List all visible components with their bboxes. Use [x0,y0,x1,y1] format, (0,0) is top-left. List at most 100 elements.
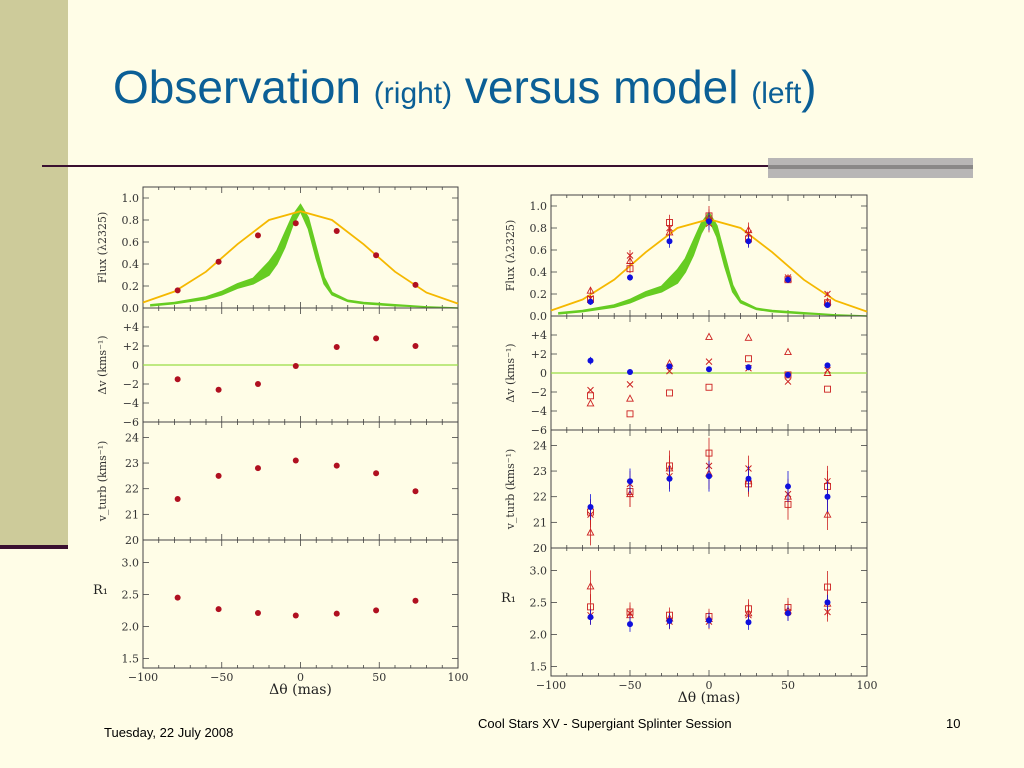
data-point-cross [824,290,831,298]
y-tick-label: 1.5 [122,652,140,665]
y-tick-label: 3.0 [530,564,548,577]
y-tick-label: 0.8 [530,222,548,235]
y-tick-label: −6 [123,416,139,429]
y-tick-label: 1.5 [530,660,548,673]
data-point-triangle [626,394,634,402]
y-tick-label: −2 [123,378,139,391]
data-point-triangle [823,368,832,376]
data-point-dot [627,621,633,628]
x-tick-label: −50 [210,671,233,684]
y-tick-label: 24 [125,431,139,444]
y-axis-label: v_turb (kms⁻¹) [504,449,517,531]
y-tick-label: 0.4 [122,258,140,271]
data-point [174,287,181,294]
data-point [333,610,340,617]
data-point [254,609,261,616]
divider-box-band [768,165,973,169]
y-axis-label: Δv (kms⁻¹) [504,343,517,402]
data-point [412,597,419,604]
footer-center: Cool Stars XV - Supergiant Splinter Sess… [478,716,732,731]
data-point-triangle [626,256,634,264]
y-tick-label: −6 [531,424,547,437]
data-point-dot [824,302,831,308]
model-green-band [558,211,868,317]
data-point [412,488,419,495]
data-point-triangle [586,398,595,407]
data-point-dot [706,366,712,373]
title-divider [42,165,972,167]
data-point-square [705,383,713,391]
data-point-cross [587,386,594,394]
data-point [215,606,222,613]
y-tick-label: 23 [125,457,139,470]
title-part-1: Observation [113,61,362,113]
data-point-dot [785,483,791,490]
y-tick-label: 0 [540,367,547,380]
y-tick-label: +2 [531,348,547,361]
data-point-dot [824,362,831,369]
y-tick-label: −4 [531,405,547,418]
y-tick-label: +4 [123,321,139,334]
y-tick-label: 0.6 [530,244,548,257]
data-point-triangle [705,332,713,340]
x-tick-label: 100 [857,679,878,692]
data-point [254,465,261,472]
y-tick-label: +4 [531,329,547,342]
model-orange-curve [142,210,459,305]
x-tick-label: 50 [781,679,795,692]
data-point-dot [666,617,673,624]
y-tick-label: 20 [533,542,547,555]
data-point [333,343,340,350]
data-point-cross [626,609,634,617]
y-tick-label: 3.0 [122,556,140,569]
y-tick-label: 0.4 [530,266,548,279]
data-point-square [626,265,634,273]
data-point-dot [706,473,712,480]
data-point-cross [666,367,673,375]
panel-frame [142,539,459,669]
y-tick-label: 2.0 [530,628,548,641]
data-point-dot [587,357,594,364]
data-point-triangle [586,528,595,536]
x-tick-label: 0 [706,679,713,692]
data-point [254,232,261,239]
panel-left-flux: 1.0 0.8 0.6 0.4 0.2 0.0 Flux (λ2325) [96,186,459,315]
data-point [174,594,181,601]
data-point-dot [785,276,791,283]
data-point [373,470,380,477]
data-point-cross [626,381,634,388]
data-point-square [626,410,634,418]
model-orange-curve [550,218,868,313]
y-tick-label: 0 [132,359,139,372]
data-point-cross [666,224,673,232]
data-point-dot [627,369,633,376]
data-point-cross [705,358,713,365]
data-point [292,612,299,619]
data-point-dot [666,363,673,370]
data-point [292,220,299,227]
data-point-dot [745,475,752,482]
data-point-dot [824,493,831,500]
side-stripe [0,0,68,545]
data-point-triangle [784,347,792,356]
data-point-dot [785,371,791,378]
y-tick-label: 0.6 [122,236,140,249]
y-tick-label: 24 [533,439,547,452]
y-axis-label: Δv (kms⁻¹) [96,335,109,394]
data-point-cross [626,252,634,259]
y-tick-label: 22 [533,491,547,504]
y-tick-label: −4 [123,397,139,410]
panel-frame [142,421,459,541]
y-axis-label: v_turb (kms⁻¹) [96,441,109,523]
y-tick-label: 2.5 [122,588,140,601]
data-point-square [824,583,831,591]
y-tick-label: −2 [531,386,547,399]
x-axis-label: Δθ (mas) [678,690,741,706]
data-point-cross [784,378,792,385]
data-point [292,457,299,464]
x-tick-label: −100 [128,671,158,684]
panel-right-flux: 1.0 0.8 0.6 0.4 0.2 0.0 Flux (λ2325) [504,194,868,323]
data-point-dot [587,298,594,305]
data-point-dot [587,614,594,621]
data-point-cross [745,230,752,237]
